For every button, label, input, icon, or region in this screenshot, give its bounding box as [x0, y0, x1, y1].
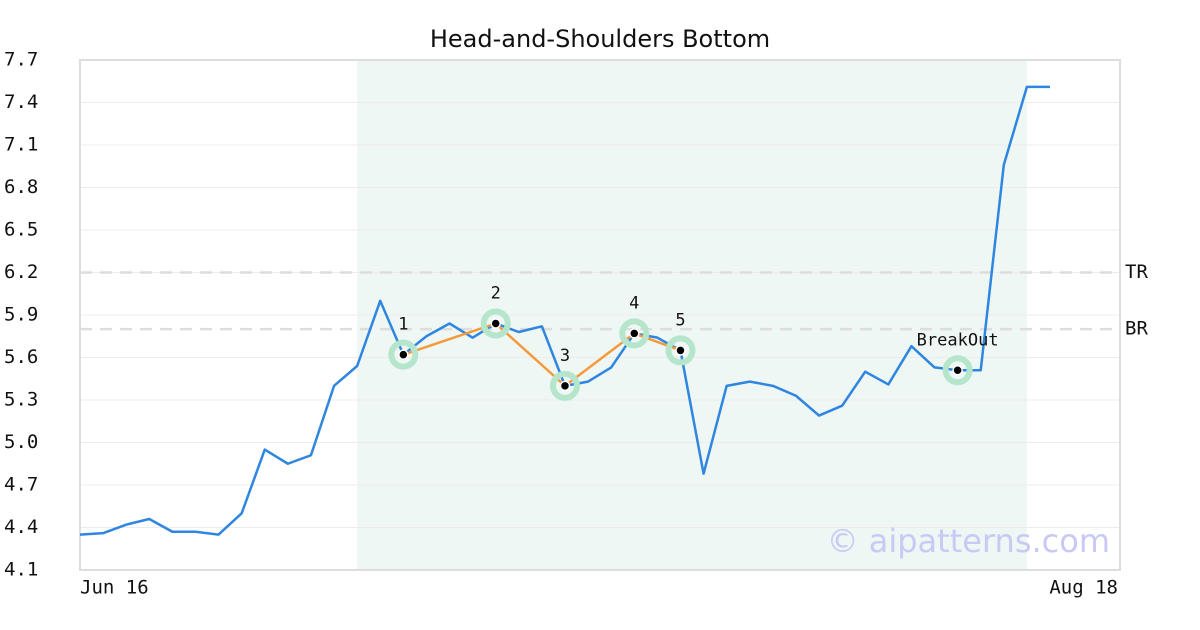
point-label: 3	[560, 346, 570, 366]
y-tick-label: 5.9	[4, 304, 38, 326]
point-glow	[665, 335, 696, 366]
y-tick-label: 5.6	[4, 346, 38, 368]
point-dot	[490, 318, 501, 329]
point-glow	[388, 339, 419, 370]
y-tick-label: 4.1	[4, 559, 38, 581]
point-glow	[942, 355, 973, 386]
y-tick-label: 4.4	[4, 516, 38, 538]
y-tick-label: 6.8	[4, 176, 38, 198]
point-glow	[550, 370, 580, 401]
plot-frame	[79, 59, 1121, 571]
chart-title: Head-and-Shoulders Bottom	[430, 25, 770, 53]
point-label: BreakOut	[917, 330, 999, 350]
y-tick-label: 5.0	[4, 431, 38, 453]
y-tick-label: 6.2	[4, 261, 38, 283]
level-label: TR	[1125, 261, 1148, 283]
x-tick-label: Jun 16	[80, 577, 149, 599]
y-tick-label: 7.4	[4, 91, 38, 113]
x-tick-label: Aug 18	[1049, 577, 1118, 599]
y-tick-label: 5.3	[4, 389, 38, 411]
point-glow	[619, 318, 650, 349]
point-dot	[675, 345, 686, 356]
point-dot	[952, 365, 963, 376]
point-label: 1	[398, 315, 408, 335]
point-dot	[398, 349, 409, 360]
y-tick-label: 7.7	[4, 49, 38, 71]
watermark: © aipatterns.com	[827, 522, 1110, 560]
level-label: BR	[1125, 318, 1148, 340]
point-dot	[559, 380, 571, 392]
y-tick-label: 7.1	[4, 134, 38, 156]
y-tick-label: 4.7	[4, 474, 38, 496]
point-label: 4	[629, 293, 639, 313]
point-glow	[480, 308, 511, 339]
point-label: 2	[491, 284, 501, 304]
point-dot	[629, 328, 640, 339]
point-label: 5	[675, 310, 685, 330]
y-tick-label: 6.5	[4, 219, 38, 241]
